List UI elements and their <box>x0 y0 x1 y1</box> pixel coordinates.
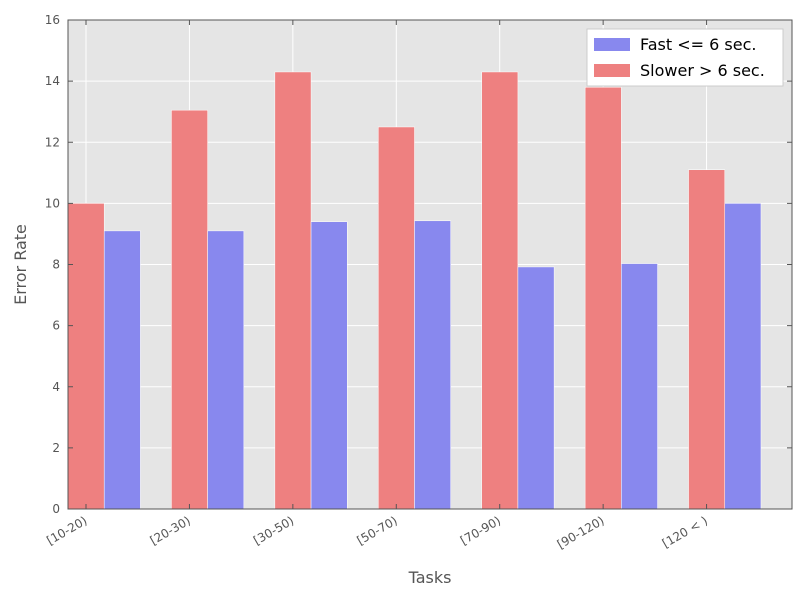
legend-swatch-slower <box>594 64 630 77</box>
x-tick-label: [90-120) <box>555 513 607 551</box>
y-tick-label: 14 <box>45 74 60 88</box>
legend-label-fast: Fast <= 6 sec. <box>640 35 756 54</box>
x-tick-label: [10-20) <box>44 513 89 547</box>
x-tick-labels: [10-20) [20-30) [30-50) [50-70) [70-90) [90-1… <box>44 513 710 551</box>
legend-swatch-fast <box>594 38 630 51</box>
bar-fast <box>724 203 762 510</box>
x-tick-label: [30-50) <box>251 513 296 547</box>
y-tick-label: 8 <box>52 258 60 272</box>
y-tick-labels: 0 2 4 6 8 10 12 14 16 <box>45 13 60 516</box>
bar-slower <box>171 109 208 510</box>
x-axis-title: Tasks <box>408 568 452 587</box>
bar-slower <box>274 71 312 510</box>
bar-fast <box>621 263 658 510</box>
y-axis-title: Error Rate <box>11 224 30 305</box>
legend: Fast <= 6 sec. Slower > 6 sec. <box>586 28 784 87</box>
plot-frame <box>67 19 793 510</box>
bar-fast <box>310 221 348 510</box>
bar-fast <box>414 220 451 510</box>
bar-fast <box>517 266 555 510</box>
x-tick-label: [50-70) <box>354 513 399 547</box>
bar-slower <box>481 71 519 510</box>
x-tick-label: [120 < ) <box>660 513 710 550</box>
y-tick-label: 10 <box>45 196 60 210</box>
y-tick-label: 2 <box>52 441 60 455</box>
bar-fast <box>207 230 245 510</box>
bar-fast <box>103 230 141 510</box>
y-tick-label: 6 <box>52 319 60 333</box>
legend-label-slower: Slower > 6 sec. <box>640 61 765 80</box>
bar-slower <box>67 203 105 510</box>
y-tick-label: 4 <box>52 380 60 394</box>
bar-slower <box>584 86 622 510</box>
y-tick-label: 16 <box>45 13 60 27</box>
x-tick-label: [20-30) <box>148 513 193 547</box>
x-tick-label: [70-90) <box>458 513 503 547</box>
y-tick-label: 0 <box>52 502 60 516</box>
bar-slower <box>688 169 726 510</box>
bars <box>67 71 762 510</box>
ticks <box>68 19 792 510</box>
y-tick-label: 12 <box>45 135 60 149</box>
bar-slower <box>378 126 415 510</box>
